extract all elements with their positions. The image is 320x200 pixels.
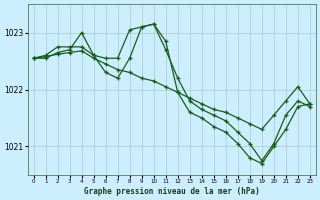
X-axis label: Graphe pression niveau de la mer (hPa): Graphe pression niveau de la mer (hPa) (84, 187, 260, 196)
